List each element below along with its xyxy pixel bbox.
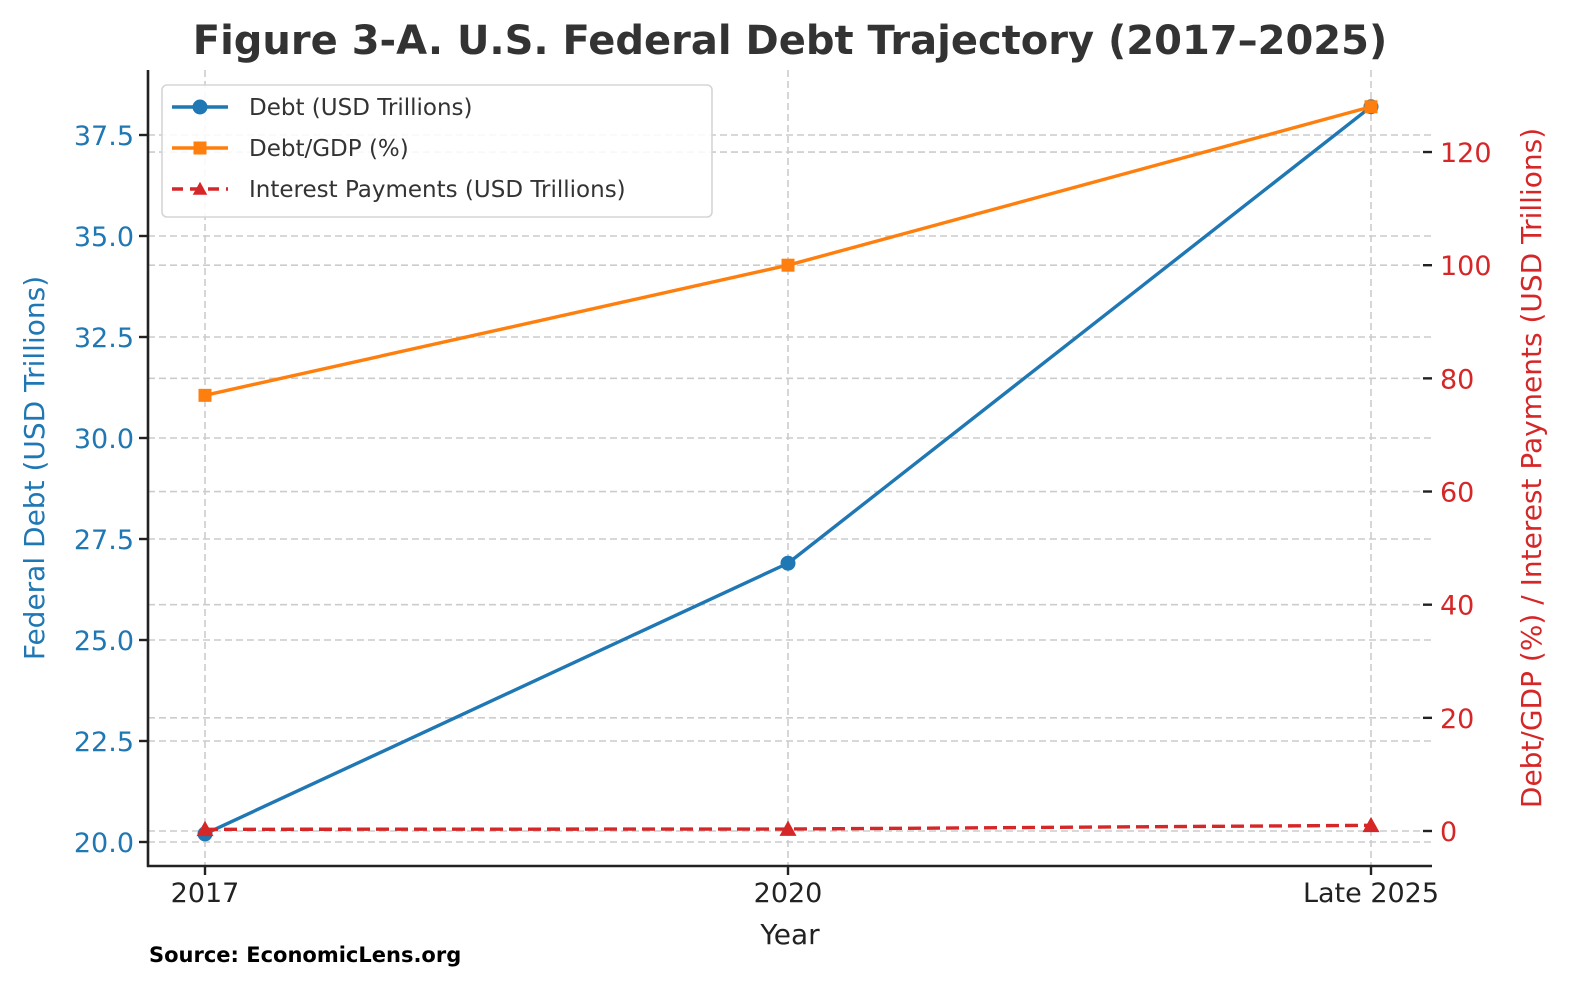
legend-box [161,84,713,218]
y-tick-label-right: 120 [1440,138,1492,169]
series-line [204,823,1372,832]
marker-triangle-icon [196,820,214,837]
marker-triangle-icon [192,181,208,195]
legend-label: Debt (USD Trillions) [249,95,473,121]
y-tick-label-left: 20.0 [74,828,134,859]
y-tick-label-left: 27.5 [74,525,134,556]
legend-item: Debt/GDP (%) [172,136,409,162]
y-tick-label-right: 40 [1440,591,1474,622]
x-tick-label: 2020 [754,878,823,909]
marker-circle-icon [780,555,796,571]
y-tick-label-left: 25.0 [74,626,134,657]
x-tick-label: 2017 [171,878,240,909]
y-tick-label-left: 32.5 [74,323,134,354]
y-tick-label-right: 20 [1440,704,1474,735]
legend-label: Debt/GDP (%) [249,136,409,162]
y-axis-label-left: Federal Debt (USD Trillions) [18,276,51,660]
legend-item: Interest Payments (USD Trillions) [172,177,626,203]
y-tick-label-left: 30.0 [74,424,134,455]
y-tick-label-left: 37.5 [74,121,134,152]
marker-square-icon [781,258,795,272]
y-tick-label-left: 22.5 [74,727,134,758]
y-tick-label-right: 0 [1440,817,1457,848]
legend-item: Debt (USD Trillions) [172,95,473,121]
ticks: 2017 2020 Late 2025 20.0 22.5 25.0 27.5 30.0 32.… [74,121,1492,909]
marker-triangle-icon [779,820,797,836]
marker-square-icon [1364,100,1378,114]
marker-square-icon [193,141,207,155]
series-debt-gdp [198,100,1378,402]
y-tick-label-right: 100 [1440,251,1492,282]
chart-title: Figure 3-A. U.S. Federal Debt Trajectory… [193,18,1387,64]
source-note: Source: EconomicLens.org [149,943,461,967]
legend: Debt (USD Trillions) Debt/GDP (%) Interest… [161,84,713,218]
x-tick-label: Late 2025 [1303,878,1439,909]
marker-circle-icon [192,99,208,115]
y-tick-label-left: 35.0 [74,222,134,253]
marker-square-icon [198,388,212,402]
axes [146,70,1432,868]
marker-triangle-icon [1362,816,1380,833]
legend-label: Interest Payments (USD Trillions) [249,177,626,203]
y-tick-label-right: 60 [1440,478,1474,509]
y-tick-label-right: 80 [1440,364,1474,395]
x-axis-label: Year [759,918,820,951]
series-interest-payments-usd-trillions [196,816,1380,837]
y-axis-label-right: Debt/GDP (%) / Interest Payments (USD Tr… [1515,128,1548,808]
series-layer [196,99,1380,842]
